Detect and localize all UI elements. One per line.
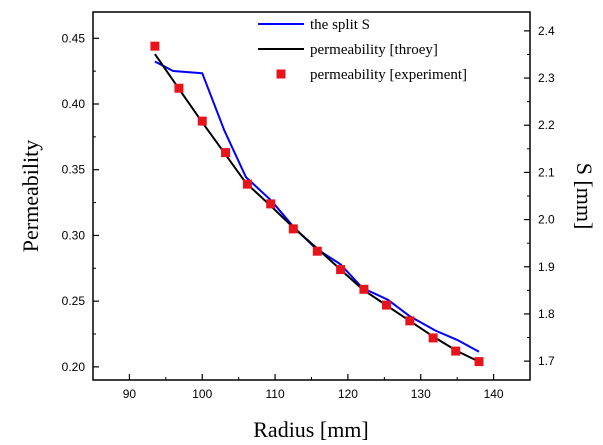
experiment-point	[405, 316, 415, 326]
experiment-point	[474, 357, 484, 367]
experiment-point	[266, 199, 276, 209]
experiment-point	[150, 41, 160, 51]
legend: the split S permeability [throey] permeabi…	[258, 17, 467, 83]
x-tick-label: 110	[266, 387, 285, 401]
y2-axis-title: S [mm]	[572, 163, 597, 230]
y-tick-label: 0.35	[62, 163, 86, 177]
experiment-point	[359, 284, 369, 294]
experiment-point	[312, 246, 322, 256]
y-tick-label: 0.40	[62, 97, 86, 111]
series-layer	[150, 41, 484, 367]
experiment-point	[174, 83, 184, 93]
y2-tick-label: 2.2	[538, 118, 555, 132]
y2-tick-label: 1.9	[538, 260, 555, 274]
x-tick-label: 140	[484, 387, 504, 401]
y2-tick-label: 1.8	[538, 307, 555, 321]
experiment-point	[242, 179, 252, 189]
y-axis-right: 1.7 1.8 1.9 2.0 2.1 2.2 2.3 2.4	[524, 24, 555, 368]
y-axis-left: 0.20 0.25 0.30 0.35 0.40 0.45	[62, 31, 99, 374]
legend-label: permeability [experiment]	[310, 67, 467, 83]
y-tick-label: 0.45	[62, 31, 86, 45]
x-axis-title: Radius [mm]	[253, 417, 369, 442]
experiment-point	[197, 116, 207, 126]
series-line-1	[154, 53, 480, 363]
experiment-point	[288, 224, 298, 234]
y2-tick-label: 2.3	[538, 71, 555, 85]
legend-label: permeability [throey]	[310, 42, 438, 58]
experiment-point	[451, 346, 461, 356]
x-tick-label: 120	[338, 387, 358, 401]
y-tick-label: 0.25	[62, 294, 86, 308]
experiment-point	[382, 300, 392, 310]
y2-tick-label: 2.0	[538, 213, 555, 227]
legend-label: the split S	[310, 17, 370, 33]
x-axis: 90 100 110 120 130 140	[123, 374, 504, 401]
legend-swatch-marker	[276, 69, 286, 79]
series-line-0	[154, 60, 480, 353]
experiment-point	[428, 333, 438, 343]
experiment-point	[221, 148, 231, 158]
experiment-point	[336, 265, 346, 275]
x-tick-label: 90	[123, 387, 137, 401]
y2-tick-label: 2.1	[538, 165, 555, 179]
y2-tick-label: 2.4	[538, 24, 555, 38]
x-tick-label: 100	[192, 387, 212, 401]
x-tick-label: 130	[411, 387, 431, 401]
y-tick-label: 0.20	[62, 360, 86, 374]
y-axis-title: Permeability	[18, 140, 43, 252]
y2-tick-label: 1.7	[538, 354, 555, 368]
y-tick-label: 0.30	[62, 228, 86, 242]
